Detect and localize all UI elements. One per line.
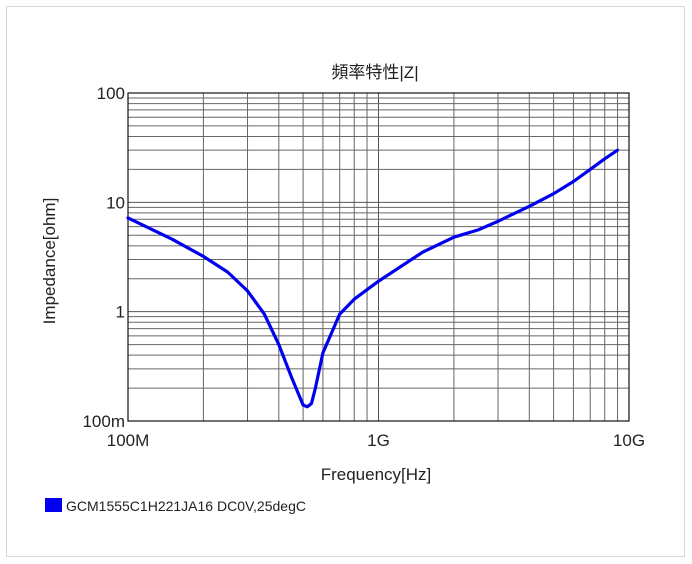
y-axis-label: Impedance[ohm]: [40, 198, 59, 325]
legend: GCM1555C1H221JA16 DC0V,25degC: [45, 498, 306, 514]
y-tick-label: 10: [106, 193, 125, 212]
x-tick-label: 100M: [107, 431, 150, 450]
y-tick-label: 100m: [82, 412, 125, 431]
tick-labels: 100M 1G 10G 100 10 1 100m: [82, 84, 645, 450]
series-layer: [126, 148, 620, 409]
chart-title: 頻率特性|Z|: [331, 63, 418, 82]
legend-series-label: GCM1555C1H221JA16 DC0V,25degC: [66, 498, 306, 514]
series-line: [126, 148, 620, 409]
y-tick-label: 100: [97, 84, 125, 103]
y-tick-label: 1: [116, 303, 125, 322]
x-tick-label: 10G: [613, 431, 645, 450]
legend-swatch: [45, 498, 62, 512]
x-axis-label: Frequency[Hz]: [321, 465, 432, 484]
grid: [128, 93, 629, 421]
plot-border: [127, 92, 630, 422]
x-tick-label: 1G: [367, 431, 390, 450]
